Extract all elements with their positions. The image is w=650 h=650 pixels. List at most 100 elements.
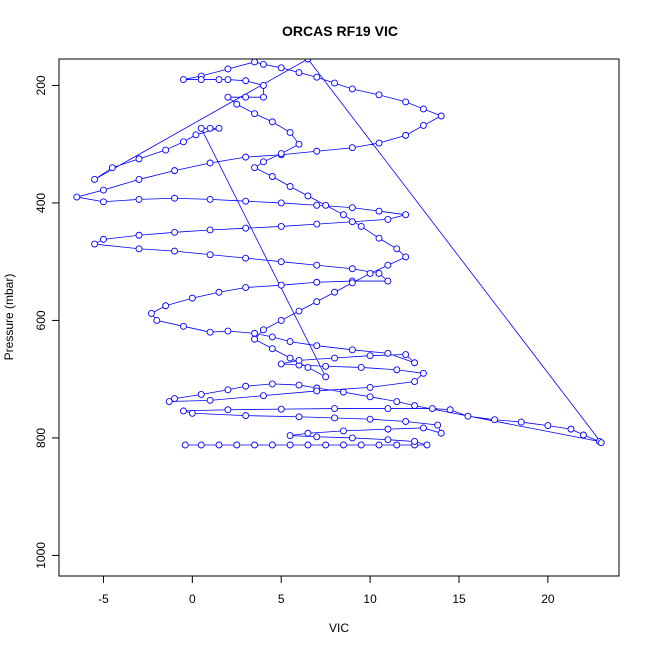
data-point [99, 186, 107, 194]
data-point [348, 265, 356, 273]
data-point [313, 298, 321, 306]
data-point [322, 201, 330, 209]
data-point [393, 441, 401, 449]
y-tick-label: 600 [34, 310, 48, 330]
data-point [322, 441, 330, 449]
data-point [366, 352, 374, 360]
data-point [295, 69, 303, 76]
data-point [491, 416, 499, 424]
data-point [313, 220, 321, 228]
data-point [135, 195, 143, 203]
data-point [206, 226, 214, 234]
data-point [366, 393, 374, 401]
data-point [393, 366, 401, 374]
series-line [76, 59, 602, 446]
data-point [375, 441, 383, 449]
data-point [277, 405, 285, 413]
data-point [251, 335, 259, 343]
data-point [419, 105, 427, 113]
data-point [375, 139, 383, 147]
data-point [393, 245, 401, 253]
data-point [597, 439, 605, 447]
y-axis-label: Pressure (mbar) [2, 274, 16, 361]
data-point [331, 354, 339, 362]
data-point [206, 328, 214, 336]
data-point [91, 175, 99, 183]
data-point [331, 288, 339, 296]
data-point [268, 173, 276, 180]
data-point [251, 110, 259, 118]
data-point [224, 327, 232, 335]
data-point [162, 302, 170, 310]
data-point [419, 424, 427, 432]
data-point [197, 76, 205, 84]
data-point [411, 402, 419, 410]
data-point [411, 378, 419, 385]
data-point [192, 131, 200, 139]
data-point [206, 195, 214, 203]
data-point [233, 441, 241, 449]
data-point [313, 433, 321, 441]
data-point [268, 333, 276, 341]
data-point [375, 91, 383, 99]
data-point [242, 284, 250, 291]
data-point [348, 144, 356, 152]
data-point [215, 76, 223, 84]
data-point [375, 234, 383, 242]
data-point [567, 425, 575, 433]
data-point [402, 98, 410, 106]
data-point [188, 409, 196, 417]
data-point [366, 269, 374, 277]
data-point [206, 251, 214, 259]
x-tick-label: 5 [278, 592, 285, 606]
data-point [544, 422, 552, 430]
data-point [286, 354, 294, 362]
data-point [464, 412, 472, 420]
data-point [73, 193, 81, 201]
data-point [384, 405, 392, 413]
data-point [277, 360, 285, 368]
y-tick-label: 400 [34, 193, 48, 213]
data-point [357, 441, 365, 449]
data-point [171, 228, 179, 236]
data-point [313, 201, 321, 209]
data-point [99, 198, 107, 206]
data-point [304, 192, 312, 200]
data-point [135, 175, 143, 183]
x-tick-label: 20 [541, 592, 555, 606]
y-axis: 200 400 600 800 1000 [34, 75, 59, 569]
data-point [517, 418, 525, 426]
data-point [179, 407, 187, 415]
data-point [313, 261, 321, 269]
data-point [348, 85, 356, 93]
data-point [419, 121, 427, 129]
data-point [277, 316, 285, 324]
data-point [268, 441, 276, 449]
data-point [277, 281, 285, 289]
data-point [402, 253, 410, 261]
data-point [242, 153, 250, 161]
x-tick-label: 15 [452, 592, 466, 606]
data-point [277, 64, 285, 72]
y-tick-label: 1000 [34, 542, 48, 569]
data-point [295, 381, 303, 389]
data-point [339, 388, 347, 396]
data-point [375, 207, 383, 215]
plot-area [73, 59, 605, 449]
data-point [304, 363, 312, 371]
data-point [224, 93, 232, 101]
data-point [384, 349, 392, 357]
data-point [147, 309, 155, 317]
data-point [224, 406, 232, 414]
data-point [348, 346, 356, 354]
data-point [357, 222, 365, 230]
data-point [286, 128, 294, 136]
data-point [224, 76, 232, 84]
data-point [251, 59, 259, 66]
data-point [179, 322, 187, 330]
data-point [99, 235, 107, 243]
data-point [339, 441, 347, 449]
data-point [215, 124, 223, 132]
data-point [224, 65, 232, 73]
